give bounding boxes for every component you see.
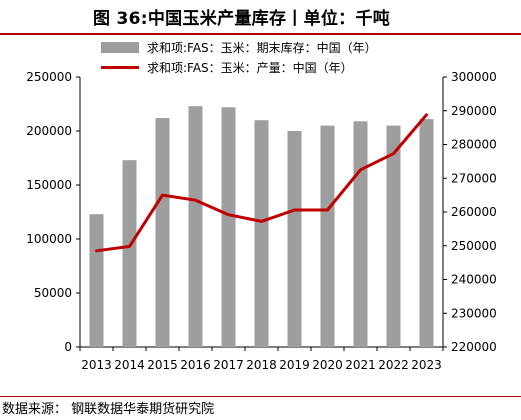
footer-divider [0,396,521,397]
x-tick-label: 2015 [147,358,178,372]
right-tick-label: 280000 [451,138,497,152]
left-tick-label: 200000 [26,124,72,138]
bar-2018 [254,120,269,347]
bar-2015 [155,118,170,347]
x-tick-label: 2020 [312,358,343,372]
left-tick-label: 150000 [26,178,72,192]
x-tick-label: 2018 [246,358,277,372]
x-tick-label: 2014 [114,358,145,372]
bar-2020 [320,125,335,347]
right-tick-label: 240000 [451,273,497,287]
title-divider [0,33,521,35]
chart-plot: 0 50000 100000 150000 200000 250000 220000 2300… [26,70,497,372]
legend-item-bar: 求和项:FAS：玉米：期末库存：中国（年） [101,38,377,56]
x-tick-label: 2021 [345,358,376,372]
right-tick-label: 290000 [451,104,497,118]
bar-2014 [122,160,137,347]
bar-2021 [353,121,368,347]
bar-2022 [386,125,401,347]
bar-2023 [419,119,434,348]
right-tick-label: 250000 [451,239,497,253]
legend-item-line: 求和项:FAS：玉米：产量：中国（年） [101,58,353,76]
legend-label-bar: 求和项:FAS：玉米：期末库存：中国（年） [147,40,377,55]
legend-label-line: 求和项:FAS：玉米：产量：中国（年） [147,60,353,75]
x-tick-label: 2013 [81,358,112,372]
legend-bar-swatch [101,41,139,53]
chart-title-area: 图 36:中国玉米产量库存丨单位：千吨 [0,0,521,35]
left-tick-label: 100000 [26,232,72,246]
right-tick-label: 270000 [451,171,497,185]
right-tick-label: 220000 [451,340,497,354]
x-tick-label: 2016 [180,358,211,372]
x-tick-label: 2019 [279,358,310,372]
bar-2013 [89,214,104,347]
right-tick-label: 260000 [451,205,497,219]
left-tick-label: 0 [64,340,72,354]
legend: 求和项:FAS：玉米：期末库存：中国（年） 求和项:FAS：玉米：产量：中国（年… [101,38,441,80]
x-tick-label: 2017 [213,358,244,372]
legend-line-swatch [101,65,139,69]
right-tick-label: 300000 [451,70,497,84]
bar-2016 [188,106,203,347]
left-tick-label: 50000 [34,286,72,300]
right-tick-label: 230000 [451,306,497,320]
bar-2019 [287,131,302,347]
source-note: 数据来源： 钢联数据华泰期货研究院 [2,402,215,417]
left-tick-label: 250000 [26,70,72,84]
x-tick-label: 2022 [378,358,409,372]
chart-title: 图 36:中国玉米产量库存丨单位：千吨 [93,9,391,29]
x-tick-label: 2023 [411,358,442,372]
bar-2017 [221,107,236,348]
